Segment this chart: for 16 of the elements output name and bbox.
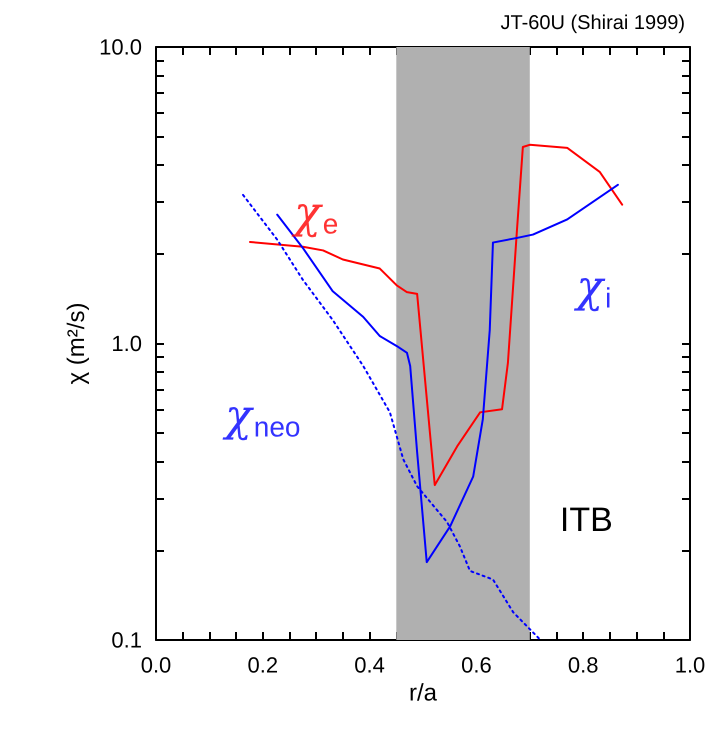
series-label: χneo bbox=[222, 390, 300, 442]
x-axis-title: r/a bbox=[408, 679, 438, 706]
y-tick-label: 1.0 bbox=[111, 331, 142, 356]
x-tick-label: 0.0 bbox=[140, 652, 172, 678]
band-label: ITB bbox=[560, 501, 613, 539]
x-tick-label: 0.4 bbox=[354, 652, 385, 678]
y-tick-label: 0.1 bbox=[111, 628, 142, 652]
y-tick-label: 10.0 bbox=[99, 34, 142, 60]
series-label: χe bbox=[291, 188, 338, 240]
y-axis-title: χ (m²/s) bbox=[62, 302, 90, 384]
x-tick-label: 0.2 bbox=[248, 652, 278, 678]
x-tick-label: 0.8 bbox=[568, 652, 598, 678]
x-tick-label: 1.0 bbox=[674, 652, 706, 678]
series-label: χi bbox=[573, 262, 612, 314]
chart-title: JT-60U (Shirai 1999) bbox=[500, 12, 686, 34]
x-tick-label: 0.6 bbox=[461, 652, 492, 678]
